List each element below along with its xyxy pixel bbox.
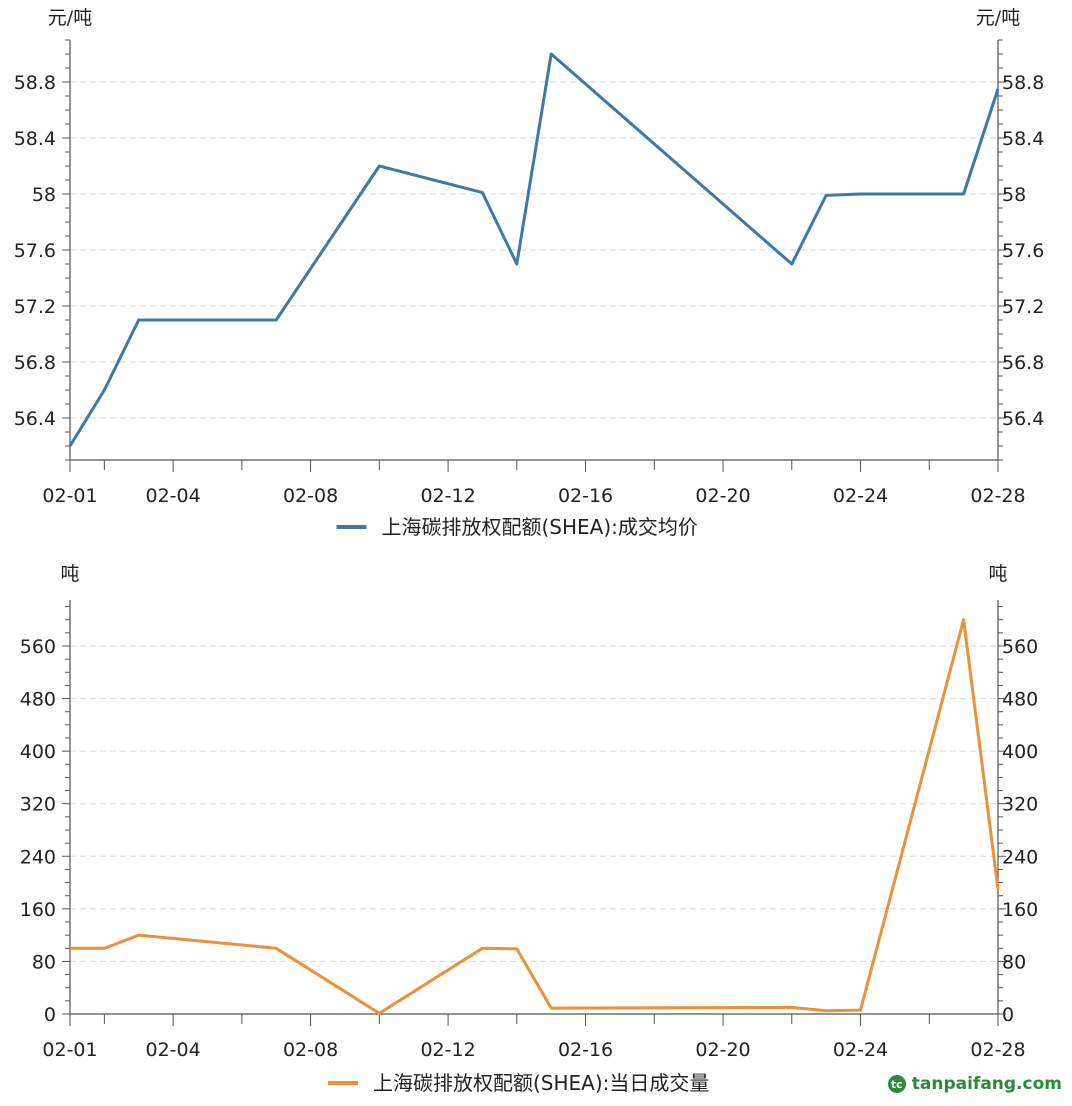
volume-series-line bbox=[70, 618, 1000, 1015]
price-x-tick-label: 02-28 bbox=[970, 485, 1025, 507]
volume-chart: 0 0 80 80 160 160 240 240 320 320 400 400 480 480 560 5… bbox=[20, 563, 1039, 1095]
price-left-tick-label: 58.8 bbox=[14, 72, 56, 94]
price-x-tick-label: 02-24 bbox=[833, 485, 888, 507]
volume-right-unit-label: 吨 bbox=[988, 563, 1007, 585]
volume-right-tick-label: 400 bbox=[1002, 741, 1038, 763]
volume-x-tick-label: 02-16 bbox=[558, 1039, 613, 1061]
price-left-tick-label: 57.2 bbox=[14, 296, 56, 318]
watermark-text: tanpaifang.com bbox=[911, 1074, 1062, 1094]
volume-x-tick-label: 02-12 bbox=[420, 1039, 475, 1061]
volume-right-tick-label: 0 bbox=[1002, 1004, 1014, 1026]
price-right-tick-label: 56.4 bbox=[1002, 408, 1044, 430]
price-right-tick-label: 58.4 bbox=[1002, 128, 1044, 150]
volume-left-tick-label: 240 bbox=[20, 846, 56, 868]
price-right-tick-label: 58.8 bbox=[1002, 72, 1044, 94]
volume-right-tick-label: 560 bbox=[1002, 636, 1038, 658]
price-left-tick-label: 58.4 bbox=[14, 128, 56, 150]
volume-right-tick-label: 160 bbox=[1002, 899, 1038, 921]
volume-x-tick-label: 02-20 bbox=[695, 1039, 750, 1061]
volume-x-tick-label: 02-24 bbox=[833, 1039, 888, 1061]
volume-x-tick-label: 02-04 bbox=[146, 1039, 201, 1061]
price-x-tick-label: 02-12 bbox=[420, 485, 475, 507]
volume-right-tick-label: 80 bbox=[1002, 951, 1026, 973]
price-right-unit-label: 元/吨 bbox=[976, 7, 1020, 29]
price-left-tick-label: 58 bbox=[32, 184, 56, 206]
volume-left-tick-label: 320 bbox=[20, 794, 56, 816]
volume-legend-label: 上海碳排放权配额(SHEA):当日成交量 bbox=[373, 1071, 709, 1095]
volume-x-tick-label: 02-08 bbox=[283, 1039, 338, 1061]
volume-left-tick-label: 400 bbox=[20, 741, 56, 763]
watermark-logo-icon: tc bbox=[887, 1075, 906, 1093]
volume-left-tick-label: 480 bbox=[20, 689, 56, 711]
price-right-tick-label: 57.6 bbox=[1002, 240, 1044, 262]
price-right-tick-label: 56.8 bbox=[1002, 352, 1044, 374]
price-left-tick-label: 56.4 bbox=[14, 408, 56, 430]
volume-right-tick-label: 240 bbox=[1002, 846, 1038, 868]
volume-left-tick-label: 80 bbox=[32, 951, 56, 973]
volume-right-tick-label: 480 bbox=[1002, 689, 1038, 711]
volume-left-tick-label: 560 bbox=[20, 636, 56, 658]
volume-x-tick-label: 02-01 bbox=[42, 1039, 97, 1061]
volume-left-tick-label: 0 bbox=[44, 1004, 56, 1026]
price-x-tick-label: 02-20 bbox=[695, 485, 750, 507]
price-left-tick-label: 56.8 bbox=[14, 352, 56, 374]
price-chart: 56.4 56.4 56.8 56.8 57.2 57.2 57.6 57.6 58 58 58.4… bbox=[14, 7, 1045, 539]
volume-right-tick-label: 320 bbox=[1002, 794, 1038, 816]
price-series-line bbox=[68, 52, 1000, 447]
volume-left-tick-label: 160 bbox=[20, 899, 56, 921]
price-left-unit-label: 元/吨 bbox=[48, 7, 92, 29]
price-x-tick-label: 02-04 bbox=[146, 485, 201, 507]
price-x-tick-label: 02-16 bbox=[558, 485, 613, 507]
price-left-tick-label: 57.6 bbox=[14, 240, 56, 262]
price-x-tick-label: 02-01 bbox=[42, 485, 97, 507]
price-right-tick-label: 58 bbox=[1002, 184, 1026, 206]
watermark: tc tanpaifang.com bbox=[887, 1074, 1062, 1094]
price-legend-label: 上海碳排放权配额(SHEA):成交均价 bbox=[382, 515, 698, 539]
volume-left-unit-label: 吨 bbox=[60, 563, 79, 585]
price-right-tick-label: 57.2 bbox=[1002, 296, 1044, 318]
volume-x-tick-label: 02-28 bbox=[970, 1039, 1025, 1061]
price-x-tick-label: 02-08 bbox=[283, 485, 338, 507]
